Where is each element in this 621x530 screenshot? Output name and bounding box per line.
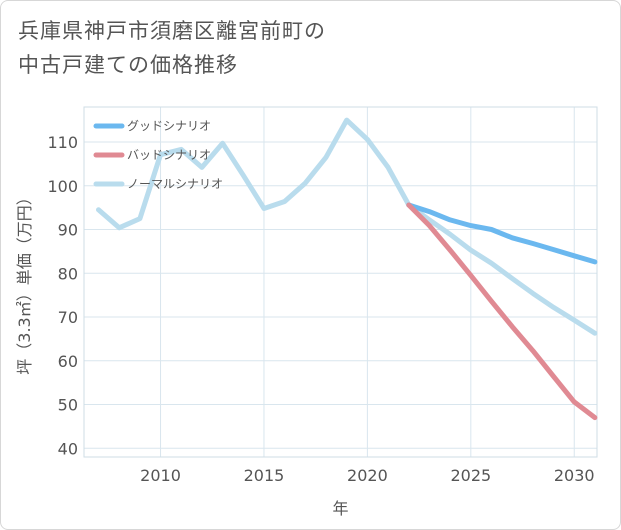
series-line-1 (406, 202, 598, 421)
series-line-0 (406, 202, 598, 265)
y-tick-label: 100 (47, 177, 78, 196)
x-axis-label: 年 (332, 499, 348, 518)
y-tick-label: 110 (47, 133, 78, 152)
x-tick-label: 2020 (347, 466, 388, 485)
legend-label: グッドシナリオ (127, 119, 211, 133)
x-tick-label: 2025 (450, 466, 491, 485)
x-tick-label: 2010 (140, 466, 181, 485)
y-tick-label: 90 (58, 221, 78, 240)
x-tick-label: 2015 (244, 466, 285, 485)
legend-label: バッドシナリオ (127, 148, 211, 162)
chart-title: 兵庫県神戸市須磨区離宮前町の 中古戸建ての価格推移 (18, 14, 608, 82)
series-line-2 (96, 117, 598, 336)
y-tick-label: 70 (58, 308, 78, 327)
legend-label: ノーマルシナリオ (127, 177, 223, 191)
plot-area (83, 106, 598, 458)
y-axis-label: 坪（3.3㎡）単価（万円） (15, 189, 34, 374)
chart-title-line1: 兵庫県神戸市須磨区離宮前町の (18, 19, 326, 43)
y-tick-label: 40 (58, 439, 78, 458)
x-tick-label: 2030 (554, 466, 595, 485)
y-tick-label: 60 (58, 352, 78, 371)
chart-title-line2: 中古戸建ての価格推移 (18, 53, 238, 77)
y-tick-label: 80 (58, 264, 78, 283)
y-tick-label: 50 (58, 396, 78, 415)
